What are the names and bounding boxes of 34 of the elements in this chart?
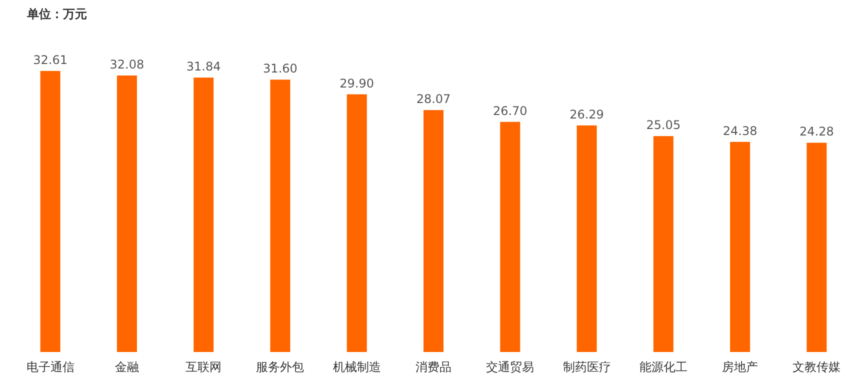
x-tick-label: 机械制造: [332, 360, 381, 374]
data-label: 24.38: [722, 124, 758, 138]
x-tick-label: 金融: [114, 360, 139, 374]
data-label: 31.84: [186, 60, 221, 74]
data-label: 24.28: [800, 124, 834, 139]
bar: [194, 78, 214, 352]
x-tick-label: 制药医疗: [562, 360, 611, 374]
bar: [653, 136, 674, 352]
x-tick-label: 房地产: [722, 360, 758, 374]
x-tick-label: 能源化工: [639, 360, 688, 374]
bar: [270, 80, 290, 352]
data-label: 32.08: [110, 58, 144, 72]
bar: [346, 94, 367, 352]
bar: [806, 142, 827, 352]
bar: [730, 142, 750, 352]
data-label: 31.60: [263, 62, 298, 76]
data-label: 28.07: [416, 92, 451, 106]
x-tick-label: 消费品: [416, 360, 452, 374]
x-tick-label: 交通贸易: [486, 360, 534, 374]
data-label: 26.70: [492, 104, 528, 118]
data-label: 25.05: [646, 118, 681, 132]
data-label: 29.90: [340, 76, 374, 90]
y-axis-title: 单位：万元: [26, 7, 87, 21]
x-tick-label: 文教传媒: [792, 360, 841, 374]
x-tick-label: 服务外包: [256, 360, 304, 374]
bar: [424, 110, 444, 352]
bar: [40, 70, 60, 352]
bar: [576, 125, 597, 352]
bar: [116, 76, 137, 352]
data-label: 32.61: [33, 52, 68, 67]
x-tick-label: 互联网: [186, 360, 222, 374]
bar: [500, 122, 520, 352]
x-tick-label: 电子通信: [26, 360, 74, 374]
data-label: 26.29: [570, 107, 604, 122]
